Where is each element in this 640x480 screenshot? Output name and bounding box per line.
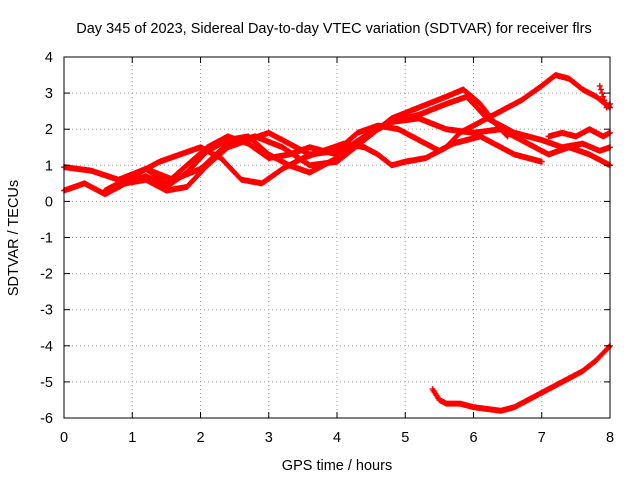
grid (64, 57, 610, 418)
y-tick-labels: -6 -5 -4 -3 -2 -1 0 1 2 3 4 (40, 50, 53, 427)
data-points (61, 72, 613, 414)
y-tick-label: 2 (45, 122, 53, 138)
x-tick-label: 4 (333, 430, 341, 446)
y-tick-label: -6 (40, 411, 53, 427)
series-track-8 (429, 342, 613, 414)
data-point-markers (122, 122, 545, 194)
y-axis-label: SDTVAR / TECUs (6, 180, 22, 296)
x-tick-label: 8 (606, 430, 614, 446)
y-tick-label: -4 (40, 339, 53, 355)
x-tick-label: 0 (60, 430, 68, 446)
series-track-5 (122, 122, 545, 194)
series-track-6 (545, 126, 613, 140)
y-tick-label: 3 (45, 86, 53, 102)
y-tick-label: -1 (40, 231, 53, 247)
x-tick-labels: 0 1 2 3 4 5 6 7 8 (60, 430, 614, 446)
tick-marks (63, 56, 611, 419)
y-tick-label: 0 (45, 194, 53, 210)
x-tick-label: 7 (538, 430, 546, 446)
x-tick-label: 6 (469, 430, 477, 446)
y-tick-label: 4 (45, 50, 53, 66)
y-tick-label: -3 (40, 303, 53, 319)
x-tick-label: 2 (196, 430, 204, 446)
data-point-markers (596, 82, 613, 111)
x-tick-label: 1 (128, 430, 136, 446)
y-tick-label: -2 (40, 267, 53, 283)
chart-title: Day 345 of 2023, Sidereal Day-to-day VTE… (76, 21, 591, 37)
x-tick-label: 3 (265, 430, 273, 446)
y-tick-label: 1 (45, 158, 53, 174)
data-point-markers (545, 126, 613, 140)
x-axis-label: GPS time / hours (282, 458, 392, 474)
x-tick-label: 5 (401, 430, 409, 446)
y-tick-label: -5 (40, 375, 53, 391)
data-point-markers (429, 342, 613, 414)
series-track-7 (596, 82, 613, 111)
